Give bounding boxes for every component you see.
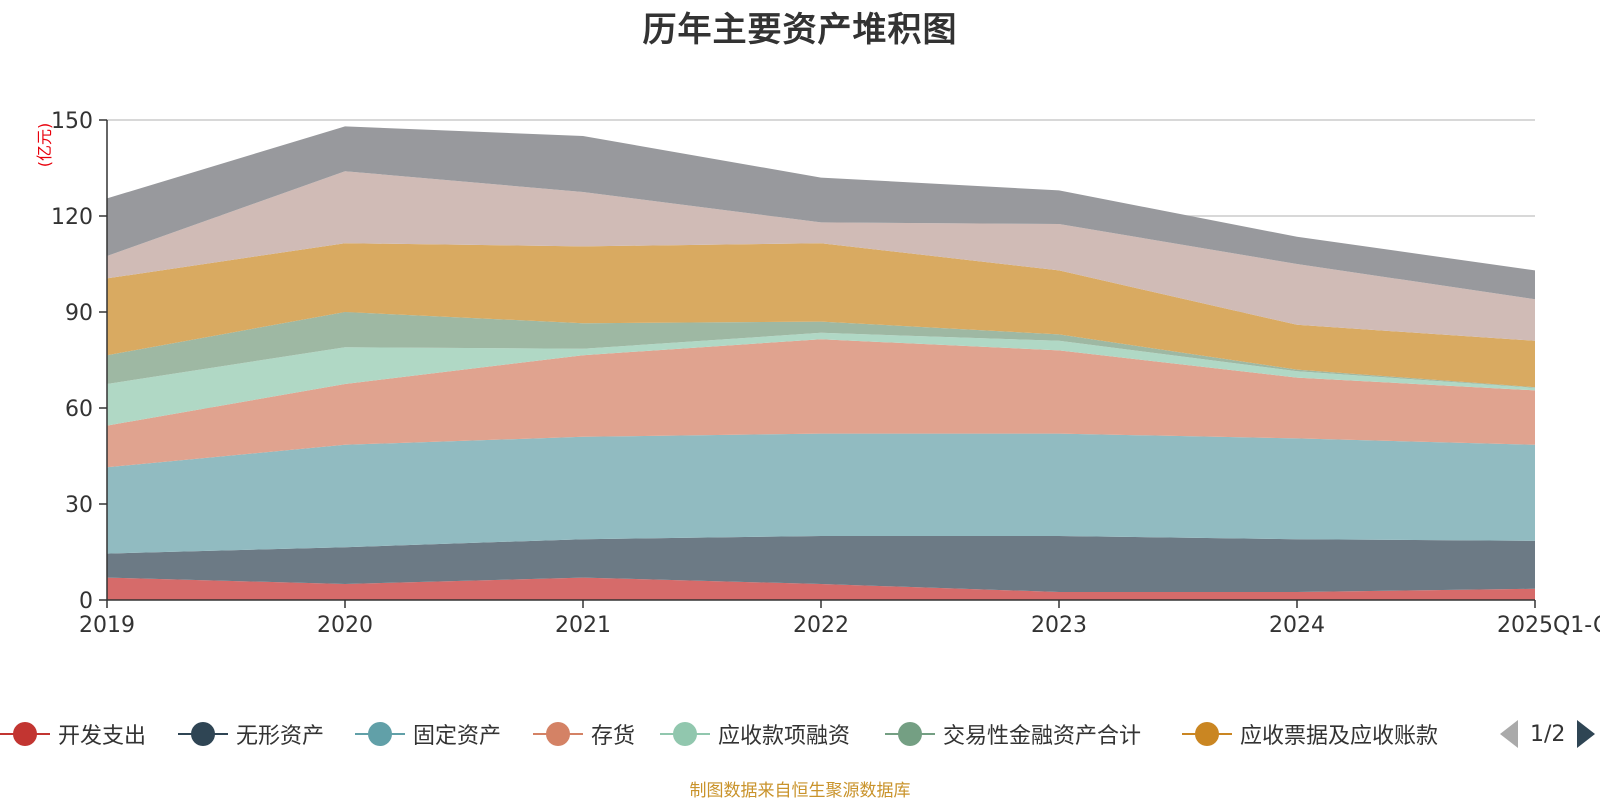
- area-series-3[interactable]: [107, 339, 1535, 468]
- legend: 开发支出 无形资产 固定资产 存货 应收款项融资 交易性金融资产合计 应收票据及应收账款: [0, 712, 1600, 756]
- y-tick-label: 90: [65, 301, 93, 326]
- area-series-0[interactable]: [107, 577, 1535, 600]
- y-tick-label: 30: [65, 493, 93, 518]
- legend-label: 开发支出: [58, 724, 147, 749]
- legend-item[interactable]: 存货: [533, 712, 635, 756]
- y-axis-label: (亿元): [35, 123, 54, 168]
- y-tick-label: 120: [51, 205, 93, 230]
- x-tick-label: 2021: [555, 613, 611, 638]
- legend-marker-icon: [1182, 719, 1232, 749]
- legend-marker-icon: [0, 719, 50, 749]
- legend-item[interactable]: 应收款项融资: [660, 712, 850, 756]
- x-tick-label: 2023: [1031, 613, 1087, 638]
- legend-item[interactable]: 固定资产: [355, 712, 501, 756]
- area-series-5[interactable]: [107, 312, 1535, 388]
- legend-label: 交易性金融资产合计: [943, 724, 1142, 749]
- x-tick-label: 2025Q1-Q3: [1497, 613, 1600, 638]
- source-note: 制图数据来自恒生聚源数据库: [689, 781, 911, 801]
- legend-label: 应收款项融资: [718, 724, 851, 749]
- legend-item[interactable]: 应收票据及应收账款: [1182, 712, 1438, 756]
- area-series-8[interactable]: [107, 126, 1535, 300]
- legend-item[interactable]: 无形资产: [178, 712, 324, 756]
- area-series-6[interactable]: [107, 243, 1535, 388]
- legend-item[interactable]: 交易性金融资产合计: [885, 712, 1141, 756]
- x-tick-label: 2022: [793, 613, 849, 638]
- axis-layer: 0 30 60 90 120 150 2019 2020 2021 2022 2023 2024 202…: [51, 109, 1600, 638]
- legend-prev-icon[interactable]: [1500, 720, 1518, 748]
- y-tick-label: 150: [51, 109, 93, 134]
- area-series-1[interactable]: [107, 536, 1535, 592]
- x-tick-label: 2020: [317, 613, 373, 638]
- legend-label: 固定资产: [413, 724, 502, 749]
- chart-title: 历年主要资产堆积图: [642, 10, 958, 50]
- legend-item[interactable]: 开发支出: [0, 712, 146, 756]
- x-tick-label: 2024: [1269, 613, 1325, 638]
- legend-marker-icon: [885, 719, 935, 749]
- legend-marker-icon: [355, 719, 405, 749]
- legend-page-indicator: 1/2: [1530, 721, 1566, 747]
- area-layer: [107, 126, 1535, 600]
- legend-label: 无形资产: [236, 724, 325, 749]
- legend-marker-icon: [533, 719, 583, 749]
- y-tick-label: 0: [79, 589, 93, 614]
- legend-label: 应收票据及应收账款: [1240, 724, 1439, 749]
- legend-pager: 1/2: [1500, 712, 1596, 756]
- legend-next-icon[interactable]: [1577, 720, 1596, 748]
- legend-marker-icon: [178, 719, 228, 749]
- x-tick-label: 2019: [79, 613, 135, 638]
- y-tick-label: 60: [65, 397, 93, 422]
- legend-label: 存货: [591, 724, 636, 749]
- legend-marker-icon: [660, 719, 710, 749]
- stacked-area-chart: 0 30 60 90 120 150 2019 2020 2021 2022 2023 2024 202…: [35, 109, 1600, 638]
- area-series-2[interactable]: [107, 433, 1535, 554]
- area-series-7[interactable]: [107, 171, 1535, 341]
